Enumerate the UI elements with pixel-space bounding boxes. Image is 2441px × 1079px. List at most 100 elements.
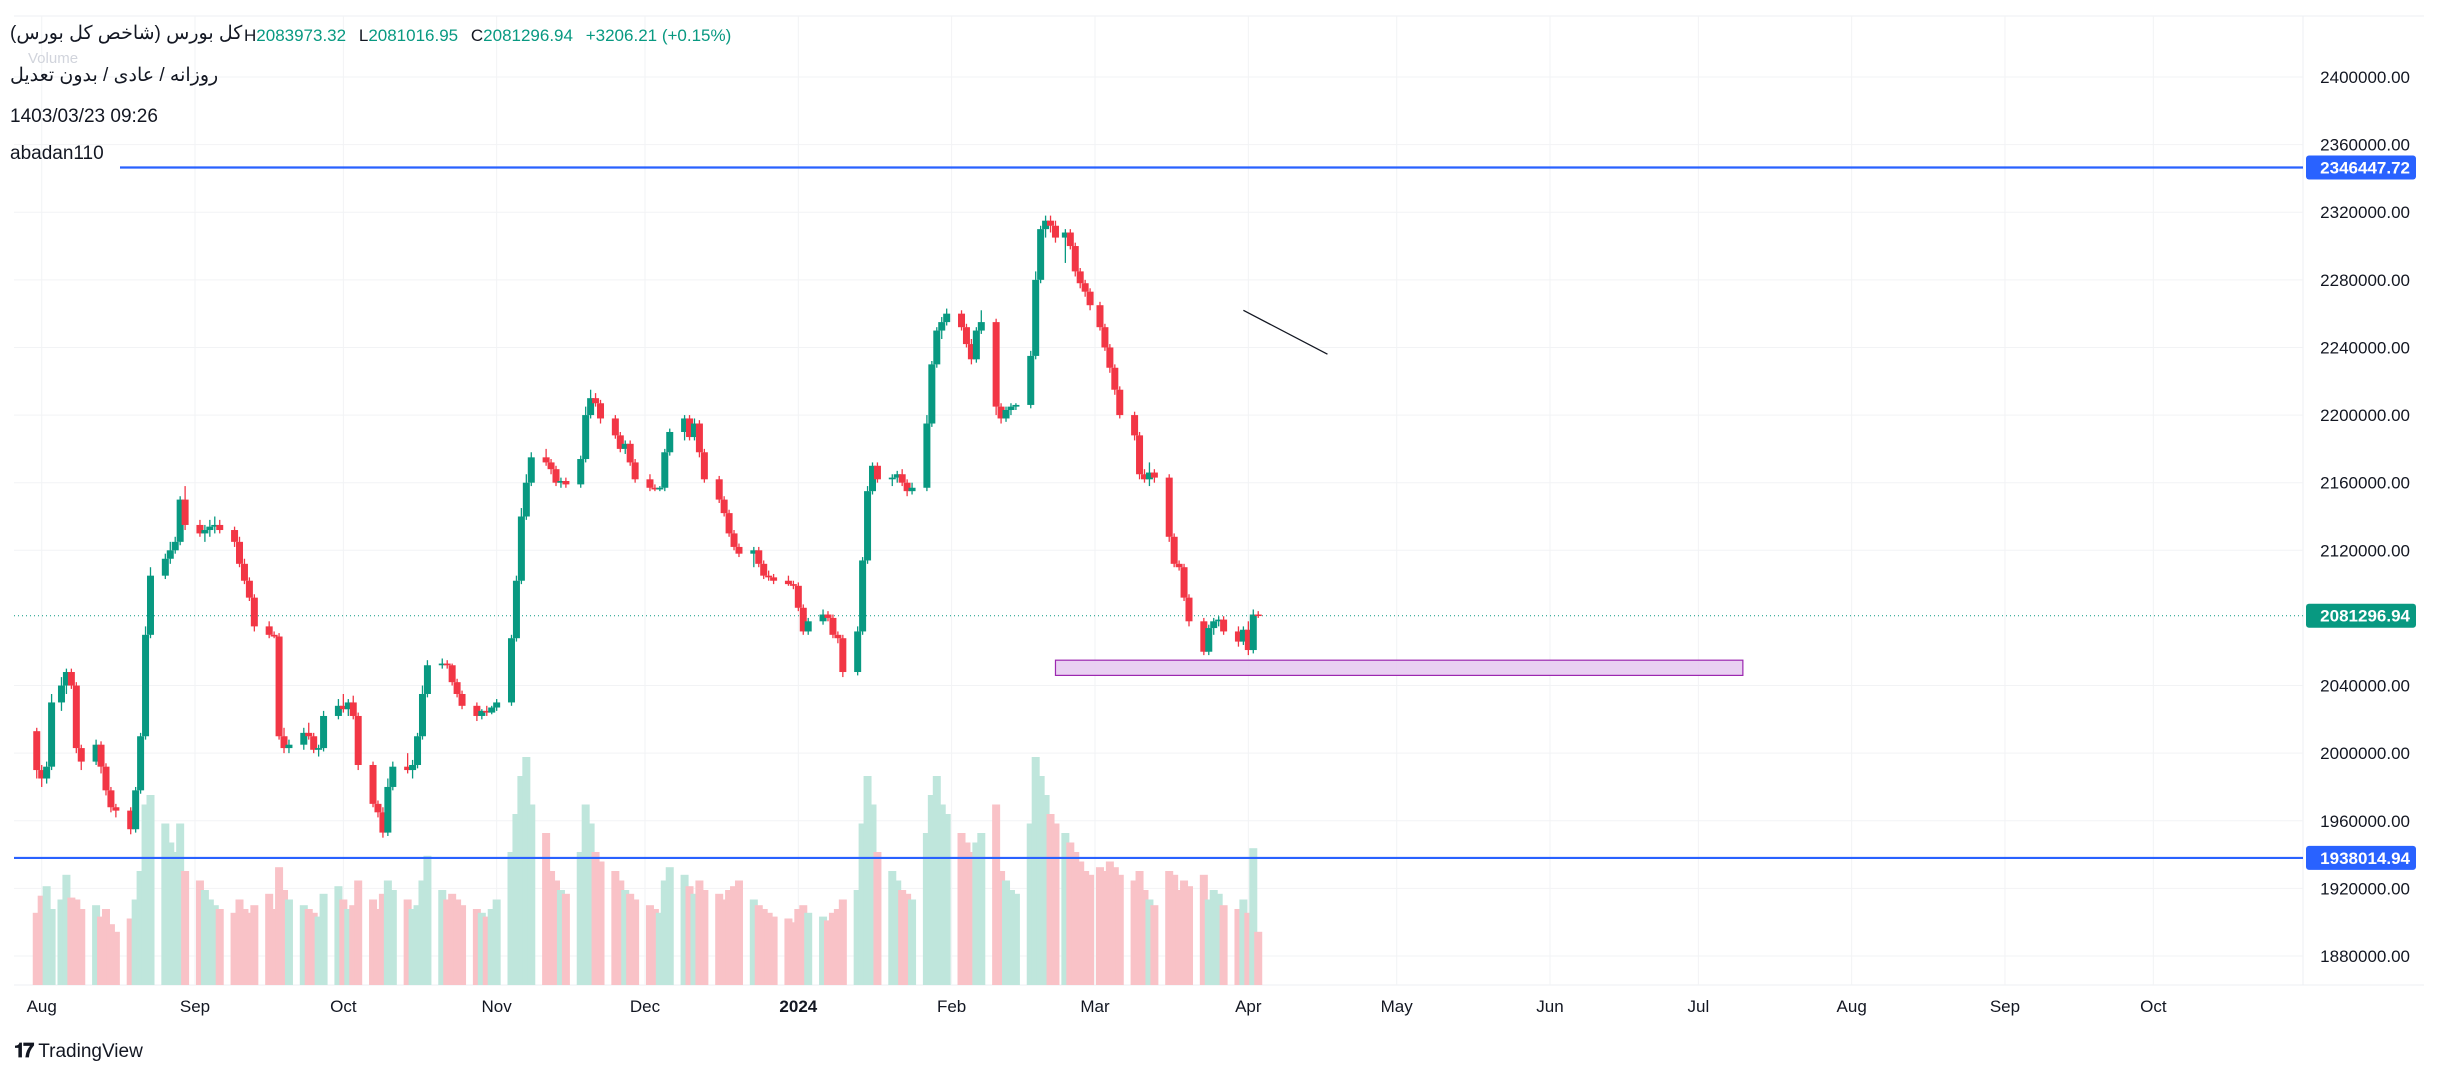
- candle-body: [1116, 389, 1124, 416]
- volume-bar: [868, 804, 877, 985]
- price-axis[interactable]: 2400000.00 2360000.00 2320000.00 2280000.00…: [2306, 68, 2416, 966]
- volume-bar: [1076, 861, 1085, 985]
- time-axis[interactable]: Aug Sep Oct Nov Dec 2024 Feb Mar Apr May Jun Jul Aug…: [27, 997, 2167, 1016]
- candle-body: [161, 558, 169, 576]
- volume-bar: [205, 899, 214, 985]
- candle-body: [473, 705, 481, 716]
- volume-bar: [1239, 899, 1248, 985]
- volume-bar: [888, 871, 897, 985]
- candle-body: [1220, 619, 1228, 632]
- candle-body: [285, 744, 293, 749]
- price-tick-label: 2280000.00: [2320, 271, 2410, 290]
- volume-bar: [1031, 757, 1040, 985]
- trendline[interactable]: [1243, 309, 1328, 355]
- candle-body: [690, 423, 698, 438]
- volume-bar: [378, 893, 387, 985]
- candle-body: [43, 766, 51, 779]
- volume-bar: [141, 804, 150, 985]
- volume-bar: [250, 905, 259, 985]
- candle-body: [611, 418, 619, 436]
- volume-bar: [131, 899, 140, 985]
- last-price-pill: [2306, 603, 2416, 628]
- volume-bar: [482, 916, 491, 985]
- candle-body: [423, 665, 431, 694]
- volume-bar: [1135, 871, 1144, 985]
- volume-bar: [695, 880, 704, 985]
- volume-bar: [908, 899, 917, 985]
- candle-body: [859, 560, 867, 632]
- support-zone-rect: [1054, 659, 1744, 676]
- price-tick-label: 2240000.00: [2320, 338, 2410, 357]
- high-value: 2083973.32: [256, 26, 347, 45]
- volume-bar: [1095, 867, 1104, 985]
- volume-bar: [576, 852, 585, 985]
- candle-body: [750, 550, 758, 554]
- candle-body: [794, 585, 802, 608]
- volume-bar: [631, 899, 640, 985]
- candle-body: [1205, 628, 1213, 652]
- upper-level-pill: [2306, 155, 2416, 180]
- candle-body: [542, 457, 550, 463]
- lower-level-label: 1938014.94: [2320, 849, 2410, 868]
- candle-body: [240, 563, 248, 581]
- volume-bar: [284, 899, 293, 985]
- datetime-label: 1403/03/23 09:26: [10, 106, 158, 127]
- candle-body: [547, 462, 555, 470]
- candle-body: [339, 705, 347, 710]
- candle-body: [597, 403, 605, 419]
- candle-body: [869, 465, 876, 492]
- time-tick-label: Mar: [1080, 997, 1110, 1016]
- legend-symbol-row: کل بورس (شاخص کل بورس): [10, 22, 242, 45]
- volume-bar: [507, 852, 516, 985]
- price-tick-label: 2040000.00: [2320, 677, 2410, 696]
- volume-bar: [547, 871, 556, 985]
- candle-body: [839, 638, 847, 673]
- support-zone[interactable]: [1054, 659, 1744, 676]
- volume-bar: [863, 776, 872, 985]
- candle-body: [1037, 229, 1045, 280]
- volume-bar: [685, 886, 694, 985]
- candle-body: [92, 744, 100, 762]
- volume-bar: [522, 757, 531, 985]
- volume-bar: [354, 880, 363, 985]
- time-tick-label: May: [1381, 997, 1414, 1016]
- volume-bar: [1051, 823, 1060, 985]
- tradingview-branding[interactable]: 𝟏𝟕 TradingView: [14, 1040, 143, 1063]
- volume-bar: [1105, 861, 1114, 985]
- volume-bar: [230, 912, 239, 985]
- horizontal-lines[interactable]: [14, 166, 2303, 860]
- candle-body: [1071, 246, 1079, 272]
- volume-bar: [626, 893, 635, 985]
- volume-bar: [1249, 848, 1258, 985]
- candle-body: [898, 474, 906, 483]
- candle-body: [938, 322, 946, 331]
- candle-body: [97, 744, 105, 767]
- candle-body: [928, 364, 936, 424]
- candle-body: [770, 577, 778, 581]
- volume-bar: [1165, 871, 1174, 985]
- volume-bar: [1184, 886, 1193, 985]
- volume-bar: [62, 874, 71, 985]
- candle-body: [231, 530, 239, 542]
- time-tick-label: Feb: [937, 997, 966, 1016]
- candle-body: [616, 435, 624, 449]
- symbol-name[interactable]: کل بورس (شاخص کل بورس): [10, 23, 243, 44]
- candle-body: [404, 766, 412, 771]
- volume-bar: [1199, 874, 1208, 985]
- candle-body: [1175, 563, 1183, 568]
- candle-body: [661, 452, 669, 488]
- candle-body: [997, 406, 1005, 419]
- candle-body: [977, 322, 985, 331]
- candle-body: [700, 452, 708, 480]
- candles[interactable]: [33, 215, 1262, 838]
- volume-bar: [927, 795, 936, 985]
- upper-level-label: 2346447.72: [2320, 159, 2410, 178]
- volume-bar: [759, 909, 768, 985]
- volume-bar: [828, 912, 837, 985]
- volume-bar: [932, 776, 941, 985]
- candle-body: [715, 479, 723, 500]
- volume-bar: [67, 897, 76, 985]
- candle-body: [211, 524, 219, 527]
- candle-body: [962, 327, 970, 345]
